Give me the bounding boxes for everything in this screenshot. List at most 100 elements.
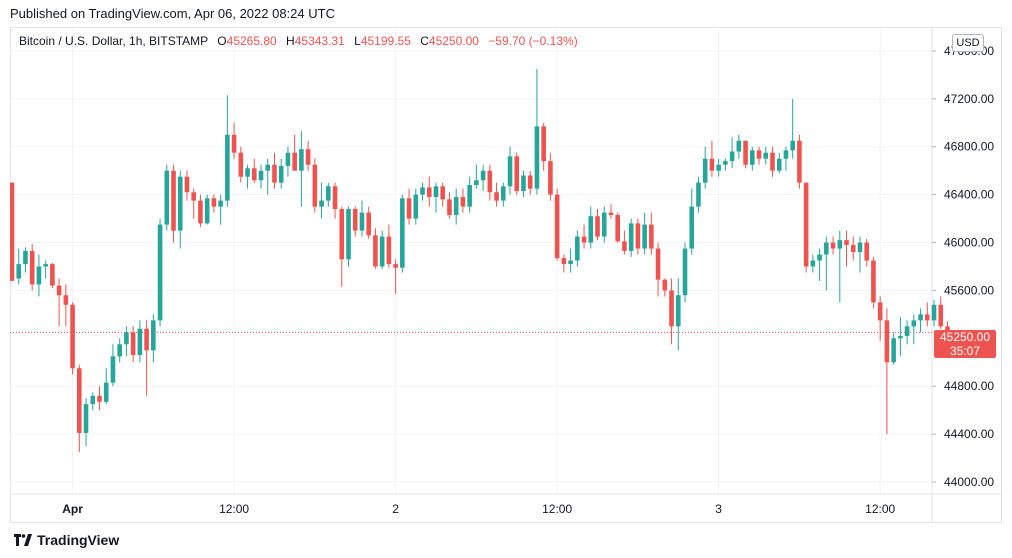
candle[interactable] [750, 146, 755, 171]
candle[interactable] [702, 146, 708, 189]
candle[interactable] [393, 259, 398, 295]
candle[interactable] [743, 140, 748, 169]
candle[interactable] [830, 236, 836, 255]
candle[interactable] [332, 182, 338, 219]
candle[interactable] [521, 170, 526, 198]
candle[interactable] [151, 314, 156, 363]
candle[interactable] [218, 194, 223, 225]
candle[interactable] [776, 152, 782, 174]
candle[interactable] [272, 152, 277, 189]
candle[interactable] [130, 326, 136, 363]
candle[interactable] [346, 206, 351, 267]
candle[interactable] [103, 368, 109, 405]
candle[interactable] [90, 392, 96, 411]
candle[interactable] [225, 95, 230, 207]
candle[interactable] [339, 206, 345, 287]
candle[interactable] [548, 152, 553, 201]
candle[interactable] [406, 188, 412, 225]
candle[interactable] [877, 296, 883, 341]
candle[interactable] [803, 182, 809, 273]
candle[interactable] [191, 188, 197, 219]
candle[interactable] [386, 224, 392, 268]
candle[interactable] [924, 302, 930, 327]
candle[interactable] [400, 194, 405, 273]
candle[interactable] [326, 182, 331, 207]
candle[interactable] [729, 137, 735, 169]
candle[interactable] [642, 212, 647, 255]
candle[interactable] [871, 256, 876, 309]
candle[interactable] [675, 278, 681, 351]
candle[interactable] [601, 206, 607, 243]
candle[interactable] [467, 176, 472, 213]
candle[interactable] [938, 296, 944, 329]
candle[interactable] [231, 122, 237, 159]
candle[interactable] [500, 182, 506, 207]
candle[interactable] [16, 248, 22, 285]
candle[interactable] [487, 164, 493, 201]
candle[interactable] [56, 278, 62, 327]
candle[interactable] [474, 164, 479, 189]
candle[interactable] [211, 194, 217, 213]
candle[interactable] [110, 344, 116, 387]
candle[interactable] [157, 218, 163, 327]
candle[interactable] [911, 314, 917, 345]
candle[interactable] [628, 218, 634, 257]
candle[interactable] [285, 146, 291, 177]
candle[interactable] [204, 194, 210, 225]
candle[interactable] [171, 164, 176, 243]
candle[interactable] [534, 68, 540, 195]
candle[interactable] [797, 134, 802, 189]
candle[interactable] [696, 176, 701, 213]
candle[interactable] [857, 236, 863, 273]
candle[interactable] [36, 254, 42, 297]
candle[interactable] [373, 228, 378, 269]
candle[interactable] [649, 212, 654, 255]
candle[interactable] [10, 182, 15, 281]
candle[interactable] [359, 200, 365, 237]
candle[interactable] [366, 206, 371, 239]
candle[interactable] [568, 248, 573, 273]
candle[interactable] [837, 230, 843, 303]
candle[interactable] [299, 131, 304, 207]
candle[interactable] [514, 152, 520, 195]
candle[interactable] [622, 230, 627, 255]
candle[interactable] [83, 398, 89, 447]
candle[interactable] [669, 278, 674, 345]
candle[interactable] [251, 158, 257, 183]
candle[interactable] [453, 188, 459, 225]
candle[interactable] [70, 302, 75, 375]
candle[interactable] [379, 230, 385, 269]
candle[interactable] [198, 194, 203, 227]
candle[interactable] [918, 308, 923, 333]
candle[interactable] [561, 254, 567, 273]
candle[interactable] [29, 243, 35, 291]
candle[interactable] [245, 164, 250, 189]
candle[interactable] [635, 218, 641, 255]
candle[interactable] [736, 134, 742, 159]
candle[interactable] [763, 146, 769, 165]
candle[interactable] [440, 182, 446, 207]
candle[interactable] [527, 170, 533, 195]
candle[interactable] [595, 209, 600, 241]
candle[interactable] [898, 316, 903, 357]
candle[interactable] [137, 320, 143, 363]
candle[interactable] [50, 262, 55, 289]
candle[interactable] [723, 158, 728, 171]
candle[interactable] [292, 134, 297, 171]
candle[interactable] [554, 188, 560, 261]
candle[interactable] [891, 332, 896, 365]
candle[interactable] [588, 206, 594, 249]
candle[interactable] [662, 278, 668, 297]
candle[interactable] [931, 300, 937, 327]
candle[interactable] [97, 386, 102, 411]
candle[interactable] [756, 146, 762, 165]
candle[interactable] [850, 236, 856, 261]
candle[interactable] [824, 236, 829, 291]
candle[interactable] [433, 182, 439, 213]
candle[interactable] [716, 158, 721, 177]
candle[interactable] [864, 238, 870, 267]
candle[interactable] [420, 182, 425, 201]
candle[interactable] [689, 188, 695, 255]
candle[interactable] [480, 164, 486, 192]
candle[interactable] [615, 212, 620, 243]
